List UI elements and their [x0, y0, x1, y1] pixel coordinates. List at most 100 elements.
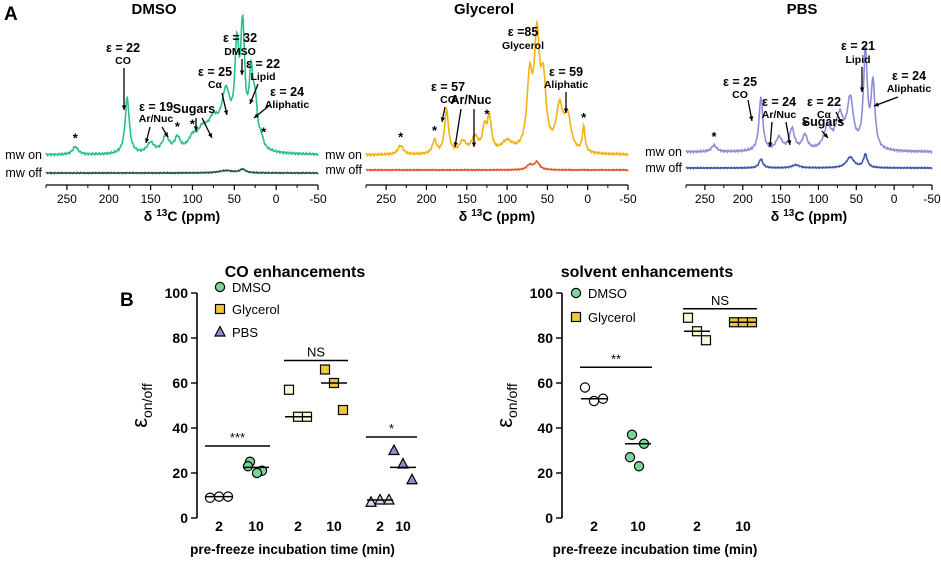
annotation-value: ε = 19: [139, 100, 173, 114]
legend-label: PBS: [232, 325, 258, 340]
peak-star: *: [432, 123, 438, 138]
annotation-value: Sugars: [802, 115, 844, 129]
annotation-value: ε = 32: [223, 31, 257, 45]
legend-marker-glycerol: [570, 311, 582, 323]
x-tick-label: 150: [457, 192, 477, 206]
annotation-arrowhead: [208, 133, 212, 138]
y-tick-label: 40: [537, 420, 553, 436]
trace-mw-on: [45, 13, 319, 158]
spectrum-title: Glycerol: [454, 1, 514, 18]
data-point: [682, 312, 694, 323]
peak-star: *: [581, 110, 587, 125]
annotation-value: ε = 25: [723, 75, 757, 89]
y-axis-label: εon/off: [127, 383, 155, 428]
label-mw-on: mw on: [645, 145, 682, 159]
annotation-value: ε = 57: [431, 80, 465, 94]
legend-marker-pbs: [214, 325, 226, 337]
x-tick-label: 200: [416, 192, 436, 206]
annotation-arrow: [454, 108, 462, 148]
annotation-arrowhead: [440, 117, 446, 122]
annotation-value: ε = 24: [892, 69, 926, 83]
annotation-arrowhead: [838, 119, 842, 124]
annotation-arrowhead: [453, 142, 458, 147]
y-tick-label: 60: [537, 375, 553, 391]
data-point: [633, 461, 645, 472]
annotation-label: Glycerol: [502, 40, 544, 52]
peak-star: *: [711, 129, 717, 144]
data-point: [588, 395, 600, 407]
x-tick-label: 50: [850, 192, 864, 206]
trace-mw-off: [365, 159, 629, 172]
x-tick-label: -50: [923, 192, 941, 206]
x-axis-label: δ 13C (ppm): [771, 208, 847, 224]
annotation-label: Ar/Nuc: [139, 113, 174, 125]
data-point: [388, 443, 400, 456]
data-point: [283, 384, 295, 395]
peak-star: *: [484, 107, 490, 122]
x-tick-label: 250: [376, 192, 396, 206]
panel-label-b: B: [120, 290, 134, 311]
trace-mw-on: [365, 18, 629, 158]
annotation-arrowhead: [249, 99, 254, 104]
label-mw-on: mw on: [325, 148, 362, 162]
data-point: [397, 457, 409, 469]
x-tick-label: 150: [771, 192, 791, 206]
x-tick-label: 2: [215, 518, 223, 534]
data-point: [365, 495, 377, 507]
x-axis-label: pre-freeze incubation time (min): [190, 542, 395, 557]
x-axis-label-symbol: δ: [771, 208, 783, 224]
trace-mw-on: [685, 44, 933, 155]
legend-label: DMSO: [232, 280, 271, 295]
x-tick-label: 200: [99, 192, 119, 206]
annotation-label: CO: [732, 89, 748, 101]
x-axis-label: δ 13C (ppm): [144, 208, 220, 224]
annotation-arrowhead: [121, 105, 127, 110]
x-tick-label: 150: [141, 192, 161, 206]
annotation-value: ε = 21: [841, 39, 875, 53]
spectrum-title: PBS: [787, 1, 818, 18]
annotation-label: Aliphatic: [544, 79, 588, 91]
annotation-label: Ar/Nuc: [762, 109, 797, 121]
annotation-arrowhead: [823, 133, 828, 138]
legend-marker-glycerol: [214, 303, 226, 315]
x-tick-label: 2: [376, 518, 384, 534]
x-axis-label-symbol: δ: [144, 208, 156, 224]
data-point: [242, 461, 254, 472]
annotation-label: Lipid: [250, 71, 275, 83]
x-axis-label-unit: C (ppm): [482, 208, 535, 224]
x-tick-label: 0: [891, 192, 898, 206]
x-tick-label: -50: [309, 192, 327, 206]
x-tick-label: 2: [693, 518, 701, 534]
peak-star: *: [73, 131, 79, 146]
y-tick-label: 20: [172, 465, 188, 481]
data-point: [700, 335, 712, 346]
annotation-label: CO: [115, 55, 131, 67]
y-axis-label-subscript: on/off: [504, 383, 520, 418]
y-tick-label: 0: [545, 510, 553, 526]
x-axis-label-unit: C (ppm): [167, 208, 220, 224]
annotation-value: Sugars: [173, 102, 215, 116]
x-axis-label: pre-freeze incubation time (min): [553, 542, 758, 557]
peak-star: *: [261, 124, 267, 139]
y-tick-label: 20: [537, 465, 553, 481]
data-point: [579, 382, 591, 393]
annotation-arrowhead: [254, 113, 259, 118]
x-tick-label: 0: [584, 192, 591, 206]
annotation-arrowhead: [193, 126, 199, 131]
y-tick-label: 100: [530, 285, 554, 301]
annotation-value: ε = 22: [807, 95, 841, 109]
peak-star: *: [190, 116, 196, 131]
y-tick-label: 0: [180, 510, 188, 526]
x-tick-label: 10: [248, 518, 264, 534]
label-mw-off: mw off: [645, 161, 682, 175]
x-tick-label: 200: [733, 192, 753, 206]
x-axis-label: δ 13C (ppm): [459, 208, 535, 224]
legend-marker-dmso: [214, 281, 226, 293]
data-point: [406, 472, 418, 485]
x-axis-label-unit: C (ppm): [794, 208, 847, 224]
x-tick-label: 100: [182, 192, 202, 206]
annotation-value: ε = 24: [762, 95, 796, 109]
data-point: [337, 404, 349, 416]
